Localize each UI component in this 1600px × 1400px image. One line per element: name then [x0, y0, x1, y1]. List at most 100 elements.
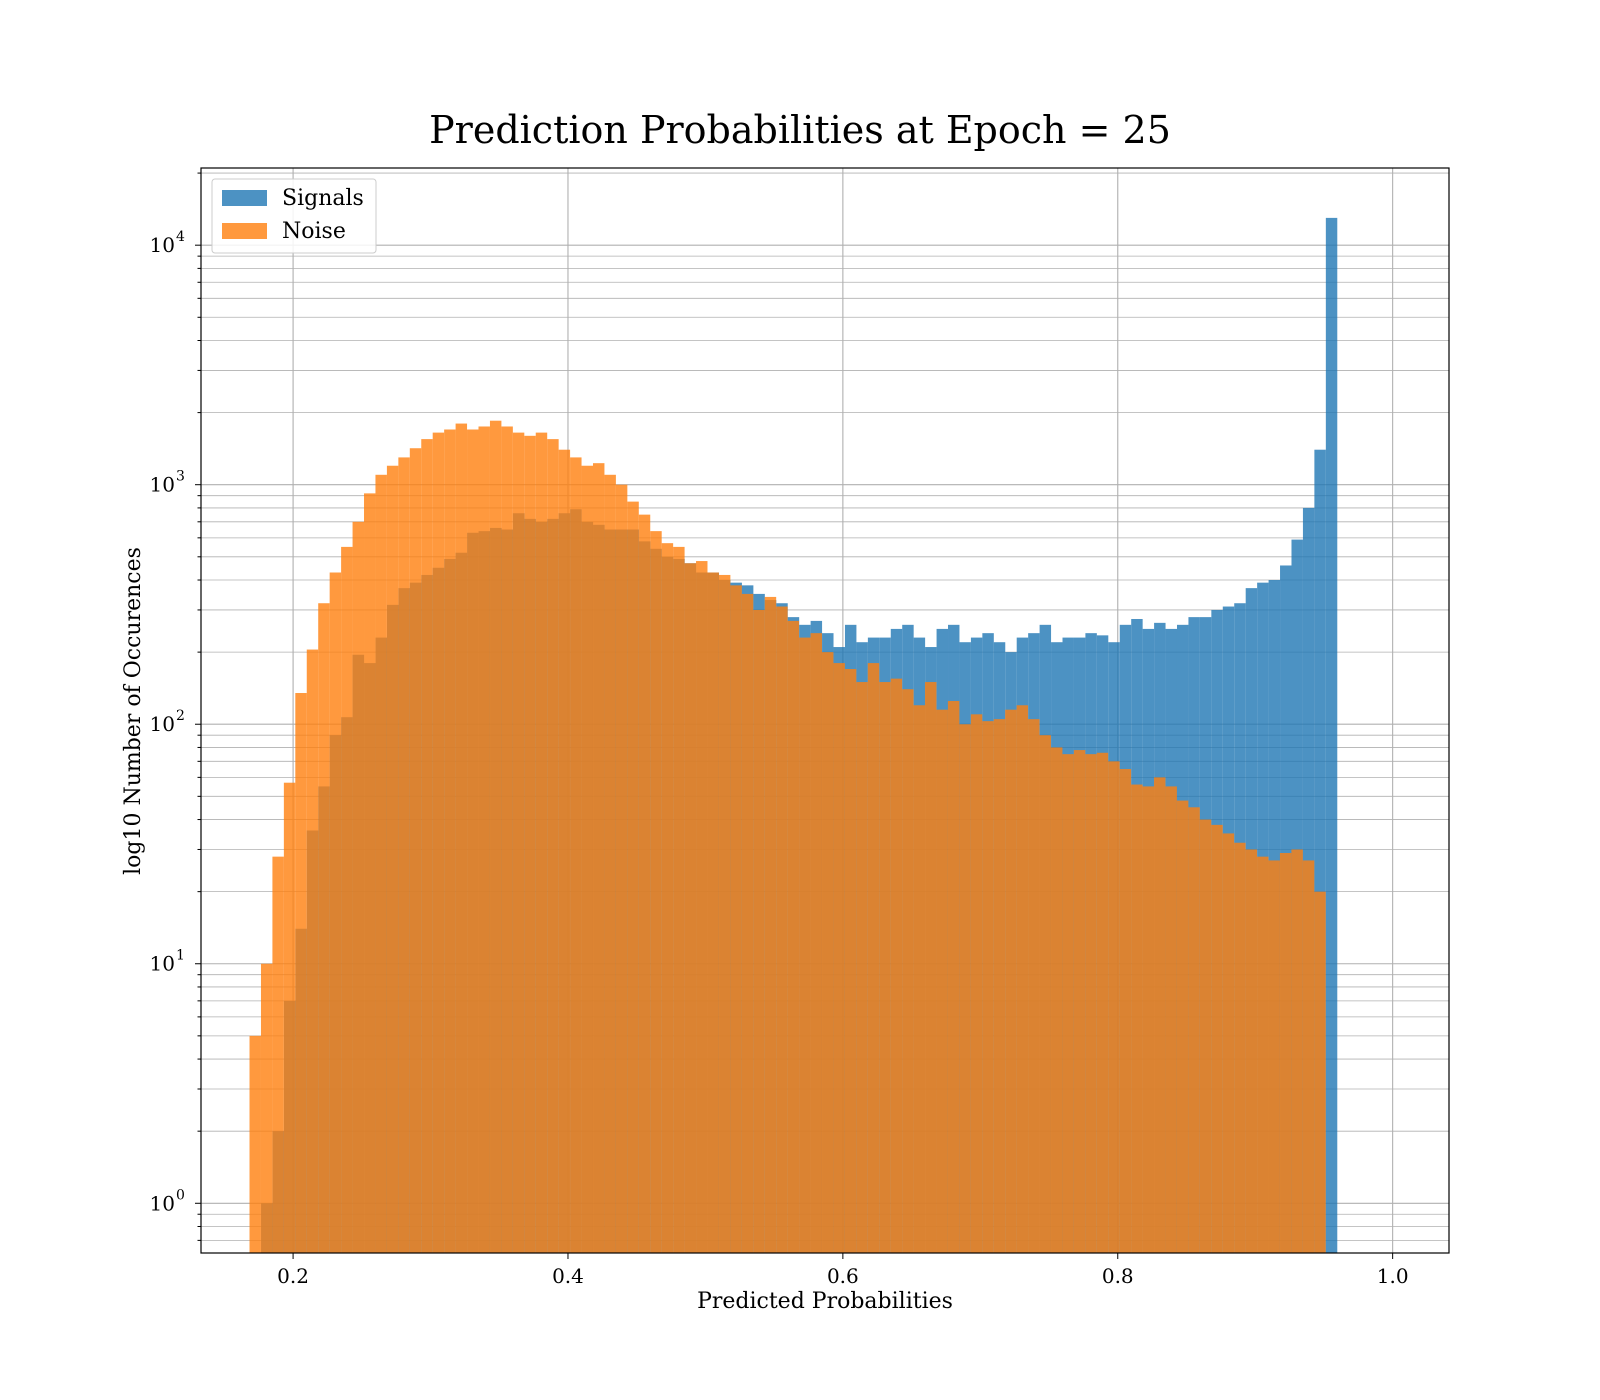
x-axis-label: Predicted Probabilities: [697, 1289, 953, 1314]
bar-noise: [661, 543, 674, 1253]
x-tick-label: 0.8: [1102, 1264, 1134, 1288]
bar-noise: [272, 856, 284, 1253]
bar-noise: [856, 682, 868, 1253]
bar-noise: [1039, 735, 1051, 1253]
bar-noise: [833, 663, 845, 1253]
bar-noise: [959, 724, 971, 1253]
y-tick-label: 10: [150, 952, 175, 976]
bar-noise: [890, 678, 903, 1253]
bar-noise: [306, 649, 319, 1253]
bar-noise: [764, 596, 777, 1253]
bar-noise: [650, 531, 662, 1253]
bar-noise: [821, 652, 834, 1253]
bar-noise: [1176, 800, 1189, 1253]
bar-noise: [970, 714, 983, 1253]
bar-noise: [1108, 761, 1120, 1253]
bar-noise: [638, 514, 651, 1253]
legend-label-noise: Noise: [282, 219, 346, 244]
bar-noise: [478, 426, 490, 1253]
x-tick-label: 1.0: [1377, 1264, 1409, 1288]
bar-noise: [432, 432, 445, 1253]
plot-frame: [200, 167, 1450, 1254]
y-tick-exponent: 0: [176, 1187, 185, 1203]
bar-noise: [913, 705, 926, 1253]
x-tick-label: 0.4: [552, 1264, 584, 1288]
bar-noise: [444, 429, 456, 1253]
x-tick-label: 0.2: [277, 1264, 309, 1288]
bar-noise: [787, 620, 800, 1253]
bar-noise: [1268, 860, 1280, 1253]
bar-noise: [1234, 842, 1246, 1253]
legend: Signals Noise: [211, 178, 377, 254]
bar-noise: [993, 719, 1006, 1253]
x-tick-label: 0.6: [827, 1264, 859, 1288]
bar-noise: [318, 603, 330, 1253]
bar-noise: [1257, 856, 1269, 1253]
bar-noise: [1199, 819, 1212, 1253]
bar-noise: [375, 474, 387, 1253]
bar-noise: [592, 463, 605, 1253]
bar-noise: [467, 429, 479, 1253]
bar-noise: [1085, 754, 1097, 1253]
y-tick-exponent: 2: [176, 708, 185, 724]
bar-noise: [627, 501, 639, 1253]
bar-noise: [1142, 786, 1155, 1253]
bar-noise: [844, 669, 857, 1253]
bar-signals: [1314, 449, 1326, 1254]
bars: [249, 217, 1338, 1254]
bar-noise: [925, 682, 937, 1253]
bar-noise: [329, 572, 342, 1253]
bar-noise: [1222, 833, 1235, 1253]
bar-noise: [570, 457, 582, 1254]
bar-noise: [684, 563, 697, 1253]
bar-noise: [1211, 824, 1223, 1253]
legend-label-signals: Signals: [282, 186, 364, 211]
bar-noise: [558, 449, 571, 1254]
bar-noise: [1154, 777, 1166, 1253]
bar-noise: [398, 457, 410, 1254]
bar-noise: [249, 1035, 261, 1253]
bar-noise: [810, 633, 822, 1253]
y-axis-label: log10 Number of Occurences: [121, 547, 146, 875]
bar-noise: [982, 721, 994, 1253]
bar-noise: [1028, 719, 1040, 1253]
bar-noise: [409, 448, 422, 1253]
bar-noise: [547, 439, 559, 1253]
bar-noise: [1131, 784, 1143, 1253]
bar-noise: [1062, 754, 1074, 1253]
bar-noise: [386, 465, 399, 1253]
y-tick-exponent: 1: [176, 948, 185, 964]
bar-noise: [1165, 786, 1177, 1253]
bar-noise: [1245, 849, 1258, 1253]
y-tick-exponent: 4: [176, 229, 185, 245]
bar-noise: [696, 561, 708, 1253]
bar-noise: [604, 474, 616, 1253]
legend-swatch-signals: [222, 190, 267, 206]
bar-noise: [776, 606, 788, 1253]
bar-noise: [1005, 709, 1017, 1253]
bar-noise: [1314, 891, 1326, 1253]
bar-noise: [341, 546, 353, 1253]
y-tick-exponent: 3: [176, 469, 185, 485]
bar-noise: [489, 420, 502, 1254]
bar-noise: [581, 465, 593, 1253]
bar-noise: [1119, 769, 1132, 1253]
bar-noise: [867, 663, 880, 1253]
bar-noise: [260, 963, 273, 1253]
bar-noise: [524, 435, 536, 1253]
bar-noise: [512, 432, 525, 1253]
bar-noise: [1016, 705, 1029, 1253]
y-tick-label: 10: [150, 1191, 175, 1215]
bar-noise: [1188, 807, 1200, 1253]
bar-noise: [1073, 750, 1086, 1253]
bar-noise: [615, 484, 628, 1254]
chart-title: Prediction Probabilities at Epoch = 25: [429, 108, 1171, 152]
bar-noise: [936, 709, 948, 1253]
bar-noise: [421, 439, 433, 1253]
bar-noise: [1291, 849, 1303, 1253]
bar-noise: [718, 574, 731, 1253]
bar-noise: [535, 432, 548, 1253]
bar-noise: [741, 593, 754, 1253]
